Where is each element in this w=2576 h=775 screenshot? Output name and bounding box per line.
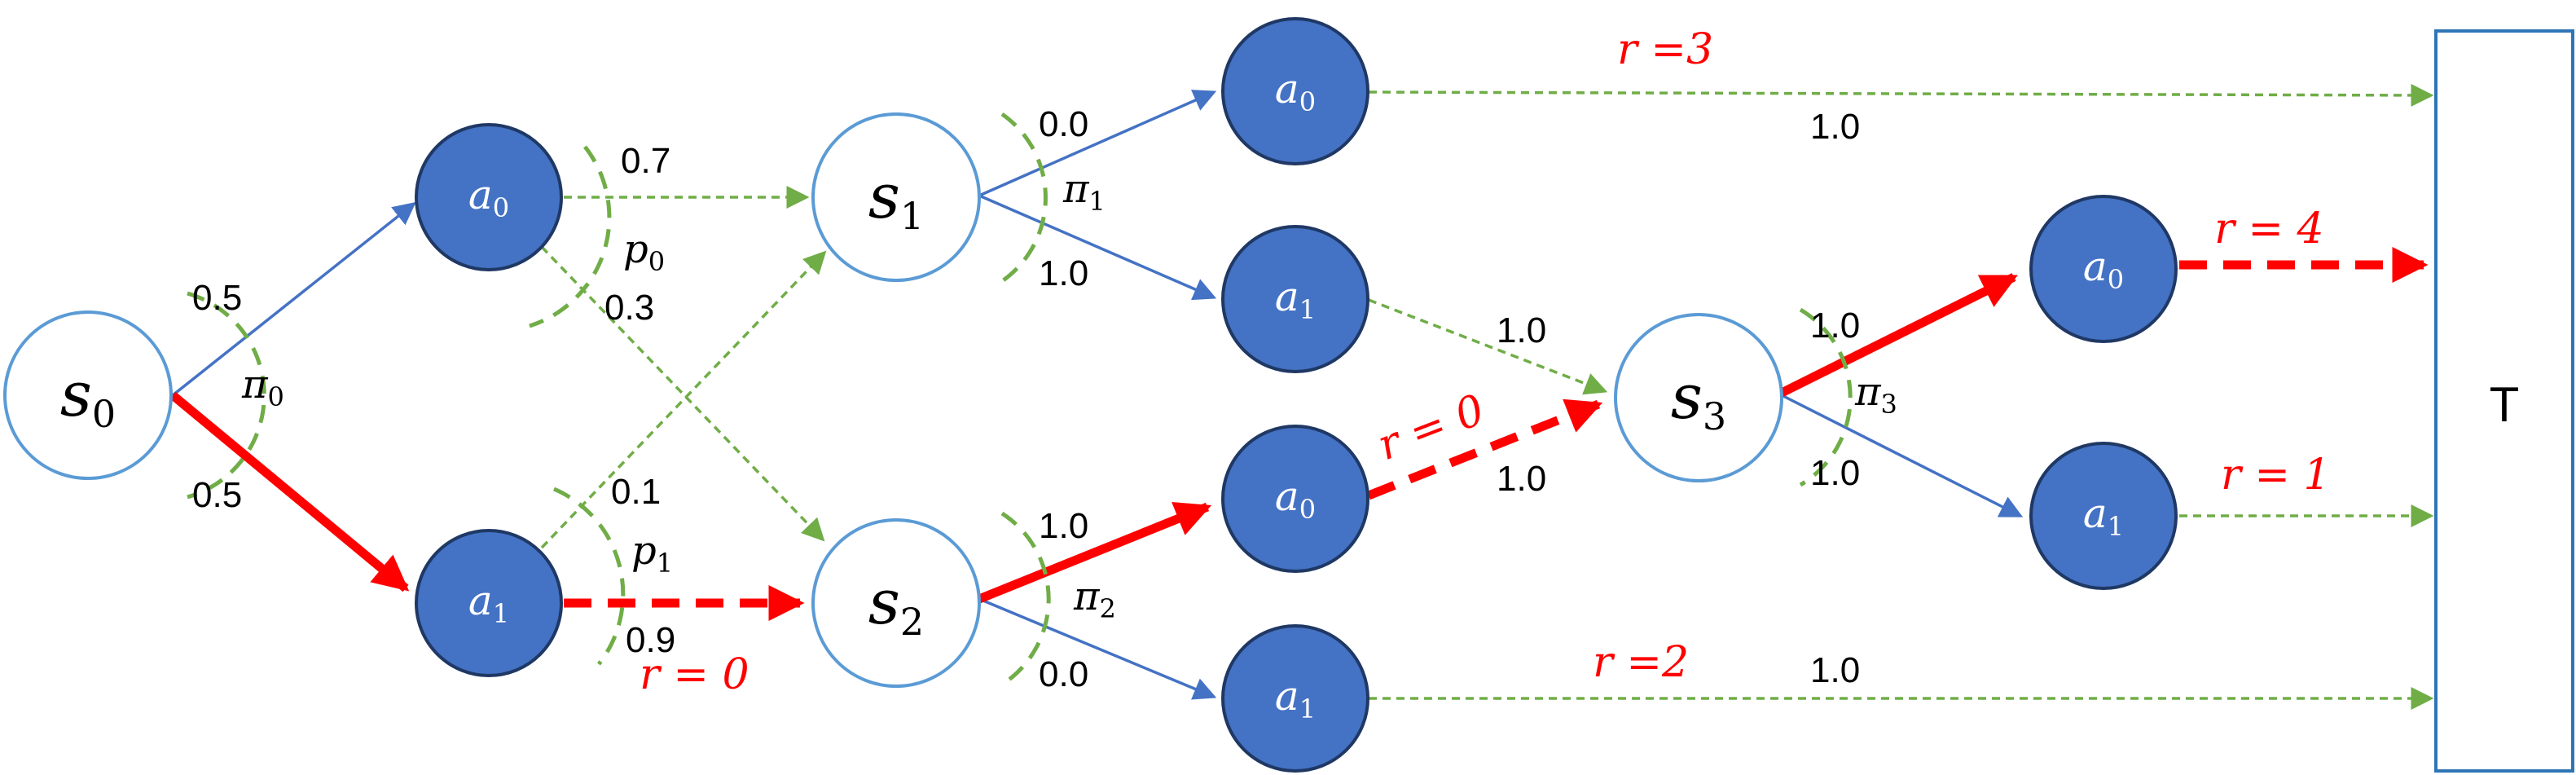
state-node-s2: s2	[811, 518, 981, 688]
terminal-node: T	[2434, 29, 2574, 773]
policy-edge-s1-a1	[978, 194, 1217, 301]
prob-label-s1a0-T: 1.0	[1810, 107, 1860, 147]
prob-label-s2-a1: 0.0	[1039, 654, 1088, 694]
highlight-edge-s3-a0	[1779, 273, 2018, 397]
policy-label-pi0: π0	[241, 362, 284, 412]
state-node-s3: s3	[1614, 313, 1783, 482]
transition-label-p0: p0	[623, 227, 665, 277]
policy-edge-s3-a1	[1781, 394, 2024, 517]
action-node-s0-a0: a0	[415, 123, 563, 271]
policy-edge-s1-a0	[978, 90, 1217, 197]
prob-label-s2a1-T: 1.0	[1810, 650, 1860, 690]
transition-edge-s0a0-s2	[540, 245, 825, 542]
reward-label-s3a1-T: r = 1	[2221, 451, 2331, 500]
action-subscript: 1	[493, 598, 509, 629]
prob-label-s0-a0: 0.5	[192, 278, 242, 318]
transition-edge-s1a1-s3	[1368, 298, 1608, 395]
policy-arc-s2	[1000, 511, 1051, 687]
policy-arc-s0	[187, 291, 266, 500]
prob-label-s2-a0: 1.0	[1039, 506, 1088, 546]
prob-label-s0a1-s2: 0.9	[626, 620, 675, 660]
svg-text:a0: a0	[1275, 65, 1316, 117]
prob-label-s0-a1: 0.5	[192, 475, 242, 515]
action-subscript: 0	[1299, 86, 1316, 117]
action-subscript: 0	[2108, 264, 2124, 295]
transition-edge-s1a0-T	[1368, 83, 2434, 107]
svg-text:a1: a1	[468, 577, 509, 629]
state-label: s	[868, 160, 900, 232]
prob-label-s2a0-s3: 1.0	[1497, 459, 1546, 499]
action-subscript: 0	[493, 192, 509, 223]
svg-text:s0: s0	[60, 358, 116, 436]
state-label: s	[60, 358, 92, 430]
state-subscript: 0	[92, 392, 116, 436]
svg-text:a1: a1	[1275, 273, 1316, 325]
action-label: a	[2083, 243, 2108, 290]
action-label: a	[468, 171, 493, 218]
state-node-s1: s1	[811, 112, 981, 282]
state-label: s	[1671, 360, 1703, 433]
prob-label-s1-a1: 1.0	[1039, 253, 1088, 293]
action-node-s3-a1: a1	[2029, 442, 2178, 590]
highlight-edge-s0-a1	[169, 391, 410, 592]
svg-text:a1: a1	[1275, 672, 1316, 724]
action-node-s0-a1: a1	[415, 529, 563, 677]
prob-label-s3-a0: 1.0	[1810, 306, 1860, 346]
policy-edge-s2-a1	[978, 597, 1217, 700]
prob-label-s1a1-s3: 1.0	[1497, 310, 1546, 350]
svg-text:s2: s2	[868, 566, 924, 644]
policy-label-pi2: π2	[1073, 574, 1116, 624]
action-node-s2-a1: a1	[1221, 624, 1369, 773]
action-node-s1-a0: a0	[1221, 17, 1369, 165]
policy-arc-s3	[1799, 307, 1853, 487]
svg-text:s1: s1	[868, 160, 924, 238]
action-label: a	[468, 577, 493, 624]
state-label: s	[868, 566, 900, 638]
transition-arc-s0a0	[529, 145, 612, 328]
prob-label-s0a0-s1: 0.7	[621, 141, 670, 181]
policy-label-pi1: π1	[1062, 166, 1106, 217]
terminal-label: T	[2490, 377, 2520, 432]
transition-label-p1: p1	[631, 528, 673, 579]
action-subscript: 0	[1299, 494, 1316, 525]
policy-label-pi3: π3	[1854, 369, 1897, 420]
reward-label-s1a0-T: r =3	[1617, 25, 1713, 74]
action-node-s3-a0: a0	[2029, 195, 2178, 343]
reward-label-s2a1-T: r =2	[1593, 638, 1689, 687]
action-label: a	[1275, 473, 1299, 520]
svg-text:a1: a1	[2083, 490, 2124, 542]
svg-text:a0: a0	[468, 171, 509, 223]
prob-label-s0a0-s2: 0.3	[604, 288, 654, 328]
action-label: a	[2083, 490, 2108, 537]
action-subscript: 1	[2108, 511, 2124, 542]
action-subscript: 1	[1299, 694, 1316, 724]
svg-text:a0: a0	[1275, 473, 1316, 525]
transition-arc-s0a1	[553, 487, 626, 666]
state-subscript: 1	[900, 194, 924, 238]
prob-label-s3-a1: 1.0	[1810, 453, 1860, 493]
reward-label-s0a1-s2: r = 0	[640, 650, 750, 699]
reward-label-s3a0-T: r = 4	[2214, 205, 2324, 253]
state-node-s0: s0	[3, 310, 173, 480]
policy-arc-s1	[1000, 112, 1048, 284]
action-subscript: 1	[1299, 294, 1316, 325]
prob-label-s1-a0: 0.0	[1039, 104, 1088, 144]
prob-label-s0a1-s1: 0.1	[611, 472, 661, 512]
action-node-s1-a1: a1	[1221, 225, 1369, 373]
svg-text:s3: s3	[1671, 360, 1726, 438]
state-subscript: 3	[1703, 394, 1726, 438]
action-label: a	[1275, 273, 1299, 320]
action-node-s2-a0: a0	[1221, 425, 1369, 573]
highlight-edge-s2-a0	[977, 502, 1212, 604]
svg-text:a0: a0	[2083, 243, 2124, 295]
transition-edge-s0a1-s1	[540, 250, 827, 549]
action-label: a	[1275, 672, 1299, 720]
state-subscript: 2	[900, 600, 924, 644]
action-label: a	[1275, 65, 1299, 112]
policy-edge-s0-a0	[171, 201, 416, 397]
